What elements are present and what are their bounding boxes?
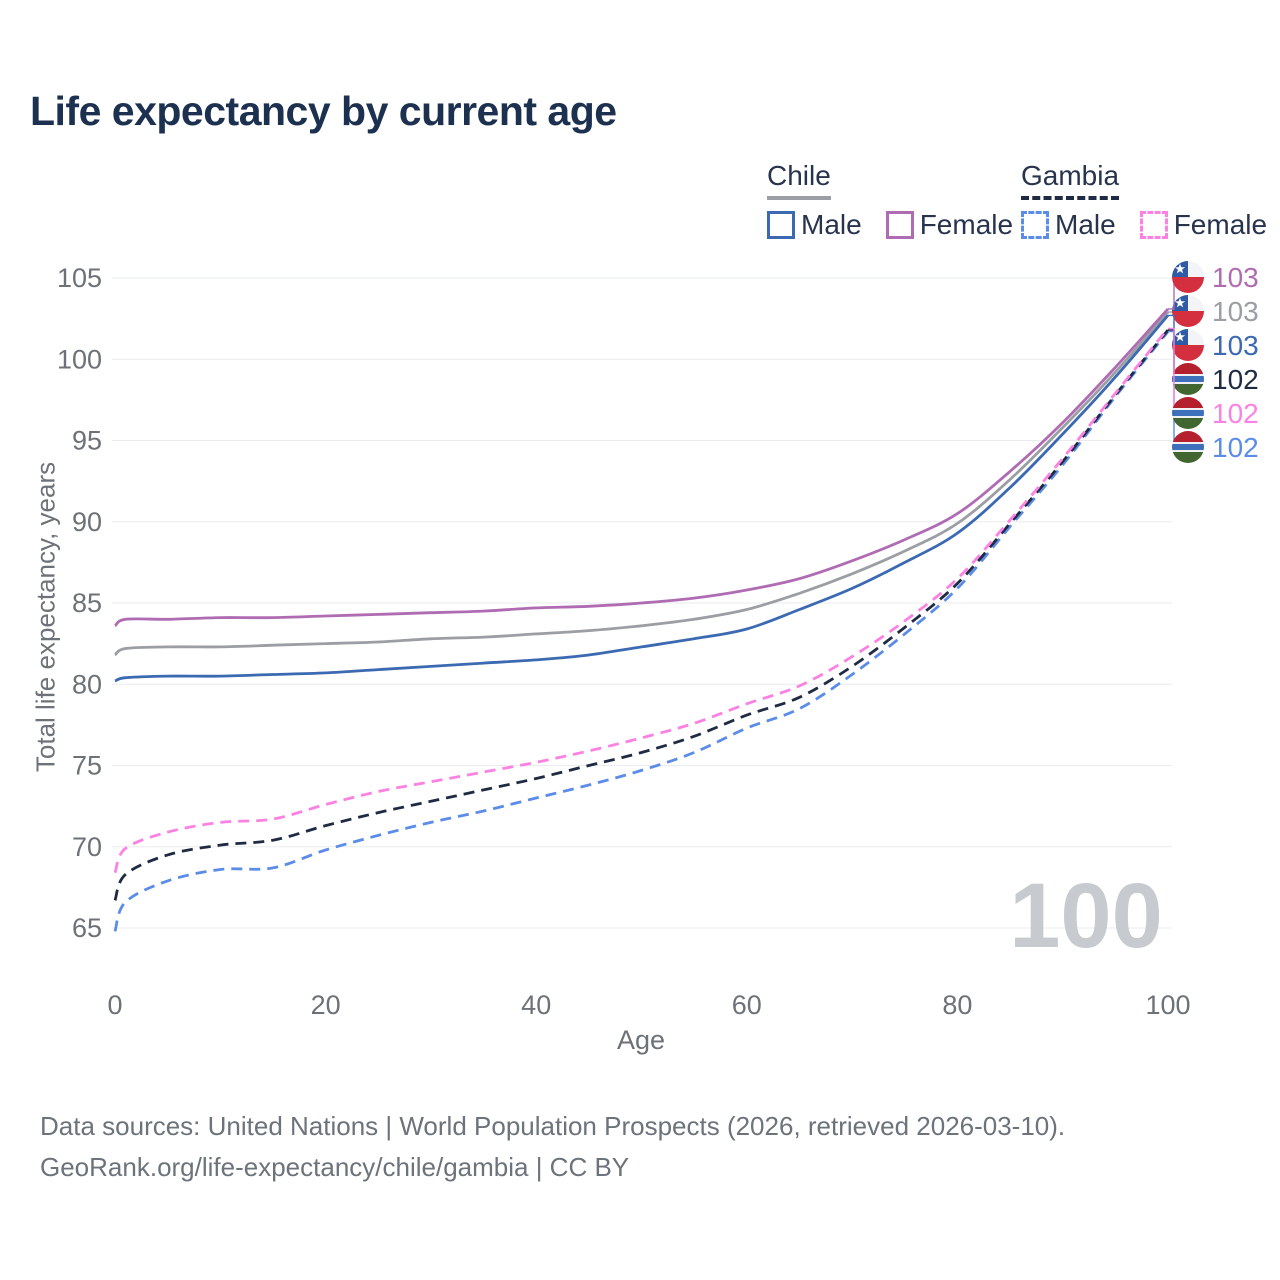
series-line-chile-male[interactable]: [114, 314, 1170, 683]
gambia-flag-icon: [1172, 431, 1204, 463]
y-tick-105: 105: [57, 263, 102, 293]
x-tick-0: 0: [107, 990, 122, 1020]
legend-label-chile-male: Male: [801, 209, 862, 240]
legend-country-gambia[interactable]: Gambia: [1021, 160, 1120, 200]
chile-flag-icon: [1172, 261, 1204, 293]
chile-flag-icon: [1172, 329, 1204, 361]
gambia-female-swatch-icon: [1139, 211, 1168, 239]
footer: Data sources: United Nations | World Pop…: [40, 1106, 1065, 1188]
series-line-gambia-both[interactable]: [113, 329, 1170, 901]
legend-country-chile[interactable]: Chile: [767, 160, 831, 200]
series-line-gambia-female[interactable]: [113, 327, 1170, 874]
legend-item-gambia-female[interactable]: Female: [1139, 209, 1268, 241]
gambia-flag-icon: [1172, 397, 1204, 429]
series-line-chile-both[interactable]: [114, 311, 1170, 657]
y-tick-85: 85: [72, 588, 102, 618]
legend-label-gambia-female: Female: [1173, 209, 1268, 240]
legend-group-chile: Chile Male Female: [767, 160, 1013, 241]
gambia-male-swatch-icon: [1021, 211, 1049, 239]
x-tick-40: 40: [521, 990, 551, 1020]
y-tick-75: 75: [72, 751, 102, 781]
end-value-label-gambia-female: 102: [1212, 398, 1259, 429]
y-tick-80: 80: [72, 669, 102, 699]
chile-female-swatch-icon: [885, 211, 914, 239]
end-value-label-chile-both: 103: [1212, 296, 1259, 327]
legend-group-gambia: Gambia Male Female: [1021, 160, 1267, 241]
series-line-chile-female[interactable]: [114, 307, 1170, 627]
y-tick-100: 100: [57, 344, 102, 374]
chile-male-swatch-icon: [767, 211, 795, 239]
series-line-gambia-male[interactable]: [113, 330, 1170, 932]
legend-label-chile-female: Female: [919, 209, 1014, 240]
legend-items-gambia: Male Female: [1021, 209, 1267, 241]
gambia-flag-icon: [1172, 363, 1204, 395]
label-leader-gambia-both: [1168, 329, 1175, 380]
chile-flag-icon: [1172, 295, 1204, 327]
legend-item-chile-female[interactable]: Female: [885, 209, 1014, 241]
y-axis-title: Total life expectancy, years: [30, 461, 61, 773]
page-title: Life expectancy by current age: [30, 88, 617, 134]
legend-label-gambia-male: Male: [1055, 209, 1116, 240]
x-tick-100: 100: [1145, 990, 1190, 1020]
x-axis-title: Age: [617, 1025, 665, 1055]
y-tick-90: 90: [72, 507, 102, 537]
legend-item-gambia-male[interactable]: Male: [1021, 209, 1116, 241]
y-tick-70: 70: [72, 832, 102, 862]
georank-url-text[interactable]: GeoRank.org/life-expectancy/chile/gambia…: [40, 1152, 630, 1182]
y-tick-65: 65: [72, 913, 102, 943]
end-value-label-gambia-both: 102: [1212, 364, 1259, 395]
end-value-label-chile-male: 103: [1212, 330, 1259, 361]
age-counter-watermark: 100: [1009, 865, 1163, 967]
end-value-label-gambia-male: 102: [1212, 432, 1259, 463]
x-tick-60: 60: [732, 990, 762, 1020]
legend-items-chile: Male Female: [767, 209, 1013, 241]
end-value-label-chile-female: 103: [1212, 262, 1259, 293]
legend-item-chile-male[interactable]: Male: [767, 209, 862, 241]
y-tick-95: 95: [72, 426, 102, 456]
x-tick-20: 20: [311, 990, 341, 1020]
data-sources-text: Data sources: United Nations | World Pop…: [40, 1111, 1066, 1141]
x-tick-80: 80: [942, 990, 972, 1020]
